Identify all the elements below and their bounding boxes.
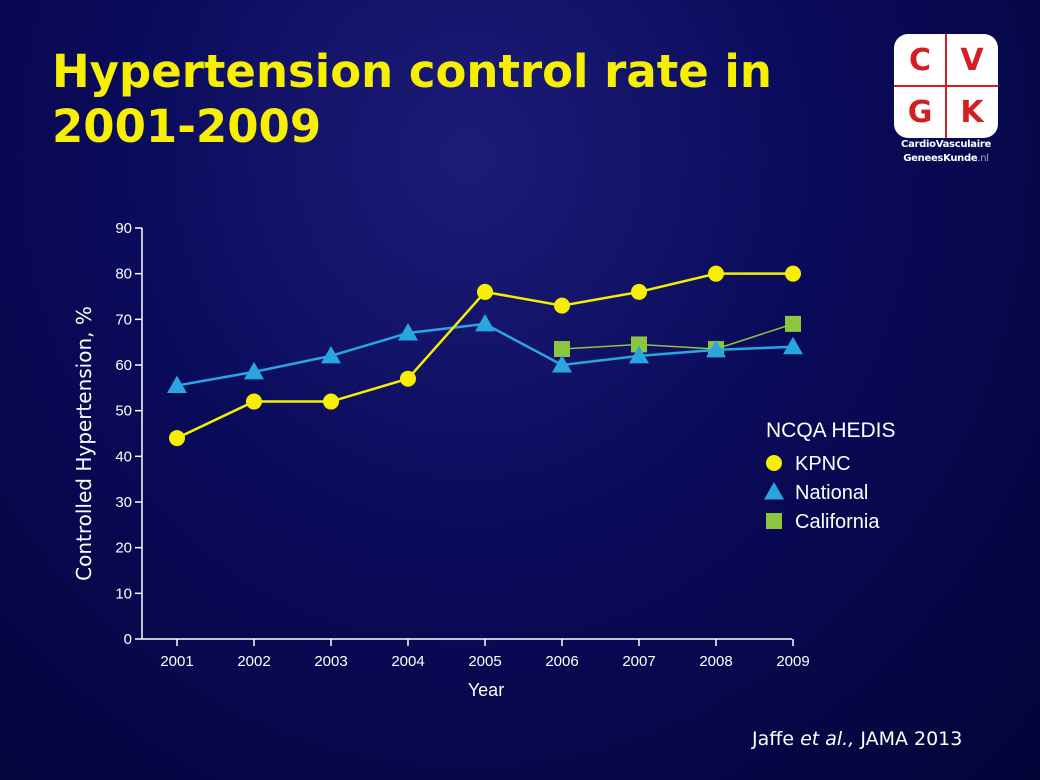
data-point-kpnc: [708, 265, 724, 282]
x-tick-label: 2008: [699, 653, 732, 670]
logo-letter-k: K: [950, 90, 994, 134]
y-tick-label: 80: [115, 266, 132, 283]
legend-label-national: National: [795, 482, 868, 504]
data-point-kpnc: [323, 393, 339, 410]
logo-letter-c: C: [898, 38, 942, 82]
slide-title: Hypertension control rate in 2001-2009: [52, 45, 772, 153]
y-axis-title: Controlled Hypertension, %: [72, 306, 96, 581]
data-point-national: [321, 345, 341, 364]
data-point-kpnc: [169, 430, 185, 447]
logo-grid: C V G K: [894, 34, 998, 138]
legend-marker-kpnc: [766, 455, 782, 471]
data-point-national: [167, 375, 187, 394]
citation-authors: Jaffe: [752, 728, 795, 750]
logo-caption-line1: CardioVasculaire: [901, 139, 991, 150]
cvgk-logo: C V G K CardioVasculaire GeneesKunde.nl: [894, 34, 998, 170]
citation: Jaffe et al., JAMA 2013: [752, 728, 962, 750]
data-point-national: [629, 345, 649, 364]
y-tick-label: 0: [124, 631, 132, 648]
chart-axes: 0 10 20 30 40 50 60 70 80 90 2001 2002 2003 2004 2005 2…: [72, 220, 810, 700]
series-kpnc: [169, 265, 801, 447]
x-tick-label: 2001: [160, 653, 193, 670]
logo-caption-line2: GeneesKunde.nl: [894, 152, 998, 166]
data-point-national: [783, 336, 803, 355]
x-tick-label: 2007: [622, 653, 655, 670]
data-point-kpnc: [554, 297, 570, 314]
data-point-kpnc: [246, 393, 262, 410]
data-point-kpnc: [785, 265, 801, 282]
citation-etal: et al.,: [800, 728, 855, 750]
x-tick-label: 2004: [391, 653, 424, 670]
x-tick-label: 2003: [314, 653, 347, 670]
data-point-national: [706, 339, 726, 358]
logo-letter-v: V: [950, 38, 994, 82]
data-point-national: [552, 355, 572, 373]
x-tick-label: 2006: [545, 653, 578, 670]
data-point-kpnc: [631, 283, 647, 300]
logo-caption: CardioVasculaire GeneesKunde.nl: [894, 138, 998, 166]
chart-legend: NCQA HEDIS KPNC National California: [764, 419, 896, 533]
data-point-california: [785, 315, 801, 332]
data-point-national: [244, 361, 264, 380]
y-tick-label: 20: [115, 540, 132, 557]
series-california: [554, 315, 801, 358]
series-national: [167, 313, 803, 394]
series-line-california: [561, 323, 794, 350]
legend-label-kpnc: KPNC: [795, 453, 851, 475]
y-tick-label: 90: [115, 220, 132, 237]
x-tick-label: 2002: [237, 653, 270, 670]
series-line-national: [176, 322, 794, 387]
legend-marker-california: [766, 513, 782, 529]
x-axis-title: Year: [468, 680, 504, 700]
chart-series: [167, 265, 803, 447]
y-tick-label: 70: [115, 311, 132, 328]
data-point-national: [398, 323, 418, 341]
data-point-california: [554, 341, 570, 358]
legend-marker-national: [764, 482, 784, 500]
data-point-national: [475, 313, 495, 332]
legend-label-california: California: [795, 511, 880, 533]
logo-caption-main: GeneesKunde: [903, 153, 978, 164]
data-point-california: [631, 336, 647, 353]
data-point-kpnc: [477, 283, 493, 300]
y-tick-label: 40: [115, 448, 132, 465]
data-point-kpnc: [400, 370, 416, 387]
x-tick-label: 2005: [468, 653, 501, 670]
y-tick-label: 10: [115, 585, 132, 602]
citation-journal: JAMA 2013: [860, 728, 963, 750]
y-tick-label: 50: [115, 403, 132, 420]
y-tick-label: 60: [115, 357, 132, 374]
logo-divider-horizontal: [894, 85, 998, 87]
y-tick-label: 30: [115, 494, 132, 511]
x-tick-label: 2009: [776, 653, 809, 670]
legend-title: NCQA HEDIS: [766, 419, 896, 442]
logo-letter-g: G: [898, 90, 942, 134]
logo-caption-suffix: .nl: [977, 153, 989, 164]
